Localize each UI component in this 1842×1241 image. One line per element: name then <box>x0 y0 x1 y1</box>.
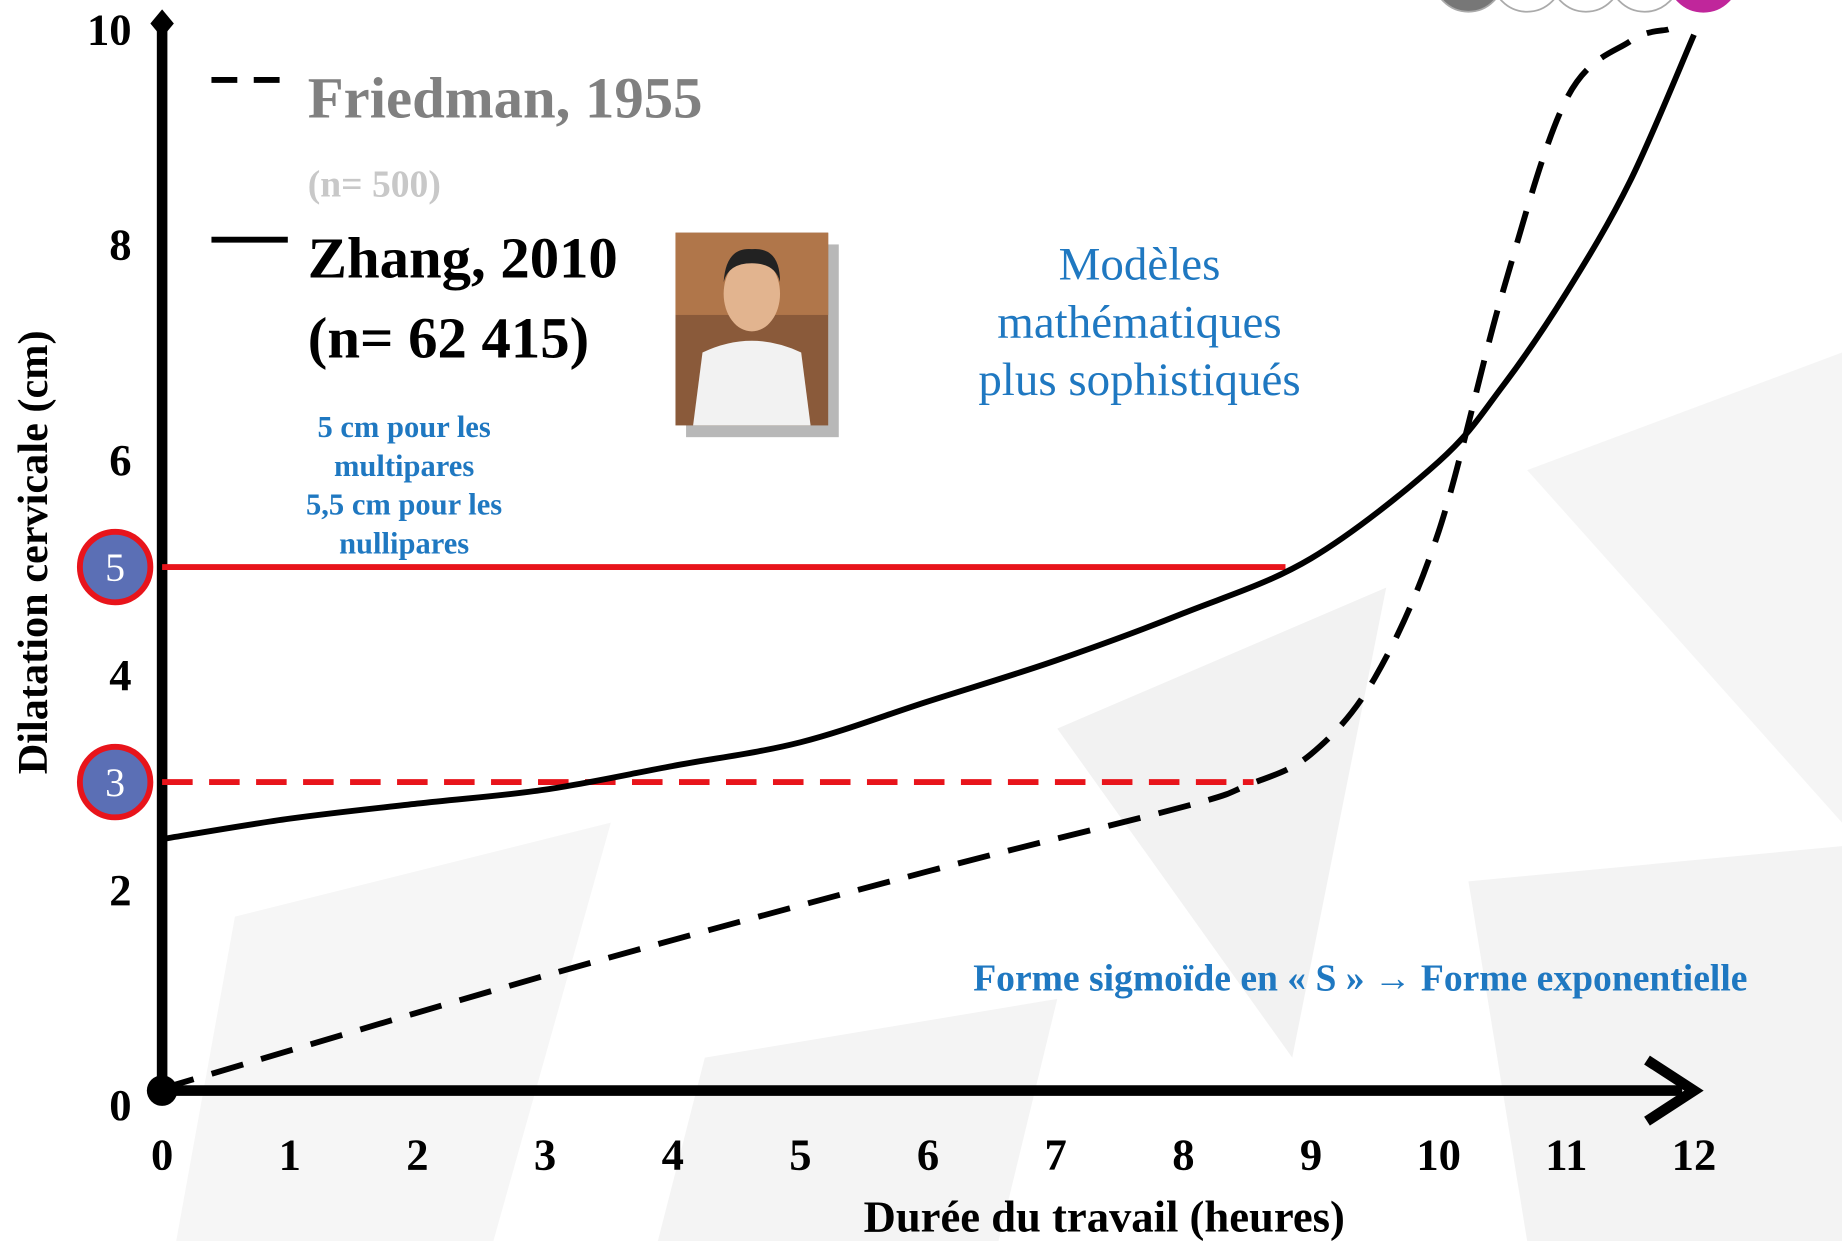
legend-note: (n= 500) <box>308 164 441 205</box>
x-tick-label: 9 <box>1300 1129 1322 1179</box>
chart: Dilatation cervicale (cm) Durée du trava… <box>0 0 1842 1241</box>
annotation: nullipares <box>339 527 469 561</box>
y-tick-label: 4 <box>109 650 131 700</box>
legend-note: (n= 62 415) <box>308 305 589 370</box>
x-tick-label: 8 <box>1172 1129 1194 1179</box>
legend-label: Zhang, 2010 <box>308 225 618 290</box>
y-tick-label: 10 <box>87 5 132 55</box>
y-tick-label: 0 <box>109 1080 131 1130</box>
annotation: multipares <box>334 449 474 483</box>
reference-label: 5 <box>105 545 125 590</box>
background <box>176 353 1842 1241</box>
x-tick-label: 5 <box>789 1129 811 1179</box>
x-tick-label: 10 <box>1416 1129 1461 1179</box>
x-tick-label: 3 <box>534 1129 556 1179</box>
x-tick-label: 1 <box>279 1129 301 1179</box>
y-tick-label: 8 <box>109 220 131 270</box>
logo <box>1433 0 1738 12</box>
page: Dilatation cervicale (cm) Durée du trava… <box>0 0 1842 1241</box>
annotation: 5 cm pour les <box>317 410 490 444</box>
x-tick-label: 2 <box>406 1129 428 1179</box>
x-tick-label: 6 <box>917 1129 939 1179</box>
x-tick-label: 4 <box>662 1129 684 1179</box>
y-axis-head <box>150 9 173 37</box>
logo-circle <box>1609 0 1679 12</box>
annotation: mathématiques <box>997 296 1281 348</box>
y-tick-label: 2 <box>109 865 131 915</box>
annotation: Forme sigmoïde en « S » → Forme exponent… <box>973 959 1747 1000</box>
x-tick-label: 7 <box>1045 1129 1067 1179</box>
x-tick-label: 0 <box>151 1129 173 1179</box>
logo-circle <box>1668 0 1738 12</box>
logo-circle <box>1551 0 1621 12</box>
annotation: 5,5 cm pour les <box>306 488 502 522</box>
bg-shape <box>1527 353 1842 823</box>
logo-circle <box>1492 0 1562 12</box>
annotation: Modèles <box>1059 239 1221 291</box>
photo <box>675 233 838 437</box>
annotation: plus sophistiqués <box>978 354 1300 406</box>
legend-label: Friedman, 1955 <box>308 66 703 131</box>
y-axis-title: Dilatation cervicale (cm) <box>10 330 57 774</box>
x-axis-title: Durée du travail (heures) <box>864 1192 1345 1241</box>
x-tick-label: 11 <box>1545 1129 1587 1179</box>
bg-shape <box>1468 846 1842 1241</box>
photo-coat <box>693 341 810 426</box>
y-tick-label: 6 <box>109 435 131 485</box>
logo-circle <box>1433 0 1503 12</box>
x-tick-label: 12 <box>1672 1129 1717 1179</box>
reference-label: 3 <box>105 760 125 805</box>
